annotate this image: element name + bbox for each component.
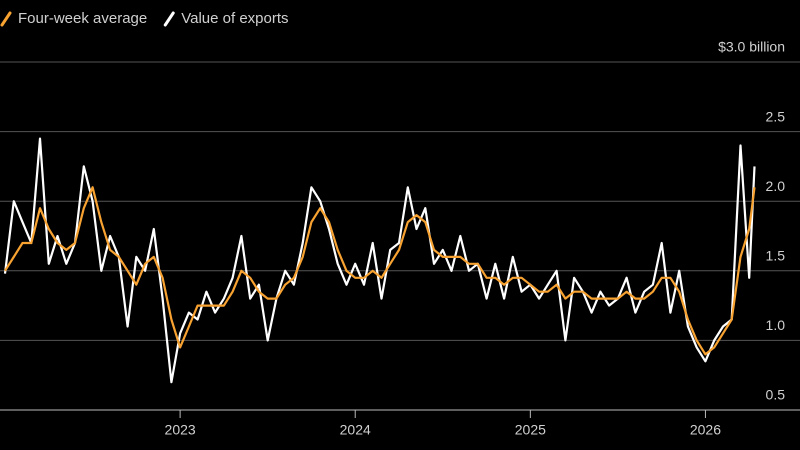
legend-label: Value of exports bbox=[181, 10, 288, 27]
y-tick-label: $3.0 billion bbox=[718, 39, 785, 55]
x-tick-label: 2024 bbox=[340, 422, 371, 438]
series-line bbox=[4, 186, 756, 356]
x-tick-label: 2026 bbox=[690, 422, 721, 438]
x-tick-label: 2023 bbox=[165, 422, 196, 438]
legend-swatch bbox=[163, 11, 175, 27]
y-tick-label: 1.5 bbox=[766, 248, 786, 264]
legend: Four-week average Value of exports bbox=[0, 10, 289, 27]
legend-swatch bbox=[0, 11, 12, 27]
y-tick-label: 2.0 bbox=[766, 178, 786, 194]
legend-label: Four-week average bbox=[18, 10, 147, 27]
series-line bbox=[3, 137, 756, 384]
y-tick-label: 2.5 bbox=[766, 108, 786, 124]
y-tick-label: 1.0 bbox=[766, 317, 786, 333]
y-tick-label: 0.5 bbox=[766, 387, 786, 403]
x-tick-label: 2025 bbox=[515, 422, 546, 438]
